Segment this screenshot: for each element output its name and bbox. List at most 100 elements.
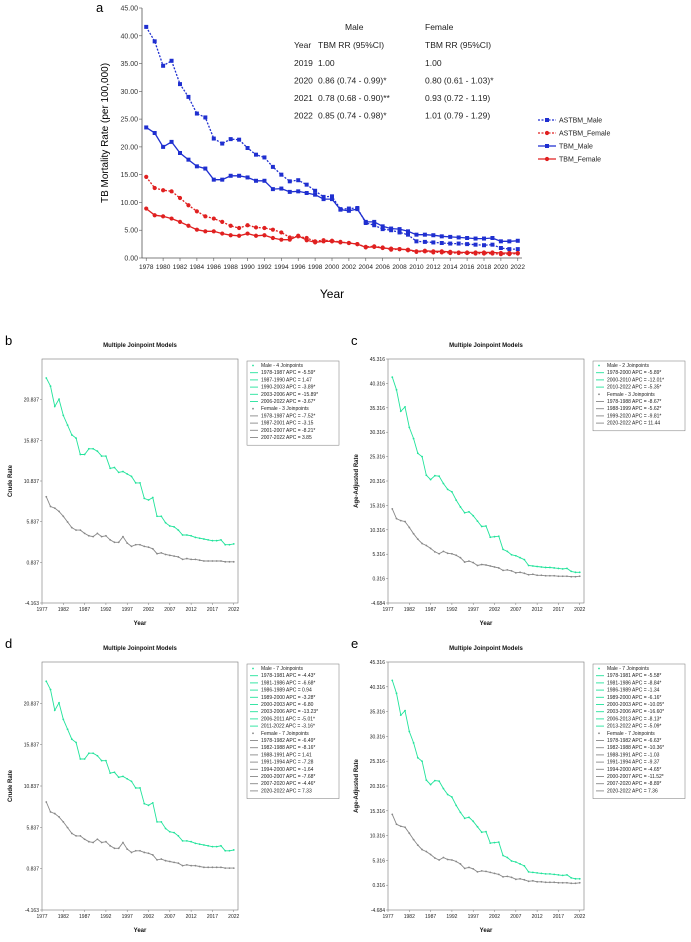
legend-entry-b: 2006-2022 APC = -3.67* [261,399,315,405]
point-Female-c [553,574,556,577]
plot-frame-c [387,358,585,604]
legend-entry-c: 1999-2020 APC = -9.81* [607,413,661,419]
legend-entry-b: 1990-2003 APC = -3.89* [261,385,315,391]
point-Female-c [408,526,411,529]
point-Female-c [578,575,581,578]
point-Female-d [53,812,56,815]
y-axis-title-a: TB Mortality Rate (per 100,000) [100,63,111,203]
point-Female-b [160,551,163,554]
point-Female-c [506,568,509,571]
y-tick-label-e: 10.316 [370,834,386,840]
point-Female-d [168,860,171,863]
x-axis-title-b: Year [134,621,147,625]
panel-label-c: c [351,333,358,348]
marker-TBM_Female [422,248,427,253]
marker-TBM_Female [389,246,394,251]
point-Female-c [549,574,551,577]
point-Male-c [425,474,428,477]
rr-header-female: Female [425,22,454,32]
marker-ASTBM_Male [439,241,444,245]
legend-entry-e: Male - 7 Joinpoints [607,666,649,672]
marker-TBM_Male [498,239,503,244]
point-Male-b [96,450,99,453]
legend-entry-d: 1994-2000 APC = -1.64 [261,767,314,773]
marker-TBM_Female [439,249,444,254]
point-Female-c [446,552,449,555]
point-Female-b [113,541,116,544]
point-Male-b [168,525,171,527]
rr-row-male: 0.78 (0.68 - 0.90)** [318,93,391,103]
point-Female-e [446,858,449,861]
point-Female-b [164,553,167,556]
point-Male-d [100,759,103,762]
point-Male-e [472,820,475,823]
marker-TBM_Female [262,233,267,238]
point-Female-b [49,505,52,508]
point-Male-d [173,831,175,834]
point-Male-d [151,801,154,804]
marker-TBM_Female [321,239,326,244]
point-Female-c [566,575,568,578]
point-Female-c [412,532,415,535]
point-Female-c [514,571,517,574]
point-Male-e [523,865,526,867]
point-Male-c [514,554,517,557]
point-Male-c [544,566,547,569]
point-Female-e [561,881,564,884]
x-tick-label-b: 1997 [122,607,133,613]
point-Male-d [109,772,112,774]
chart-title-e: Multiple Joinpoint Models [449,646,523,652]
point-Male-e [455,804,458,807]
series-line-TBM_Female [145,208,518,254]
marker-TBM_Female [253,233,259,238]
y-tick-label-e: 20.316 [370,784,386,790]
point-Male-b [122,470,124,473]
y-tick-label-d: 15.837 [24,743,40,749]
x-tick-label-b: 2022 [228,607,239,613]
x-tick-label-d: 2022 [228,914,239,920]
legend-entry-c: Male - 2 Joinpoints [607,363,649,369]
legend-entry-c: 2010-2022 APC = -5.35* [607,385,661,391]
point-Male-d [164,827,167,830]
marker-ASTBM_Male [406,232,410,237]
point-Male-c [472,514,475,517]
marker-ASTBM_Male [211,136,216,141]
legend-entry-b: Male - 4 Joinpoints [261,363,303,369]
point-Male-e [416,756,419,759]
point-Female-d [164,859,167,862]
marker-TBM_Female [144,206,149,211]
legend-entry-e: 1991-1994 APC = -9.37 [607,760,660,766]
point-Female-c [399,519,402,522]
point-Female-d [126,848,129,851]
point-Male-d [45,680,48,683]
chart-b: b Multiple Joinpoint Models -4.163 0.837 5.8… [5,333,340,625]
point-Female-d [203,866,205,869]
point-Male-e [561,874,564,877]
point-Male-e [497,841,500,844]
point-Male-e [480,831,483,834]
point-Female-c [421,542,423,545]
marker-TBM_Male [456,235,461,240]
x-tick-label-c: 1982 [404,607,415,613]
marker-TBM_Male [270,187,275,192]
legend-entry-d: 1982-1988 APC = -8.16* [261,745,315,751]
panel-a: a 0.00 5.00 10.00 15.00 20.00 25.00 30.00 35.00 4… [0,0,691,300]
point-Female-d [134,849,137,852]
legend-entry-d: 2003-2006 APC = -13.23* [261,709,318,715]
point-Male-c [433,474,436,477]
point-Female-e [391,813,394,816]
point-Male-e [570,876,573,879]
point-Male-d [177,835,180,837]
legend-entry-d: 2020-2022 APC = 7.33 [261,788,312,794]
marker-TBM_Male [515,238,520,243]
marker-ASTBM_Female [186,203,191,208]
marker-ASTBM_Female [203,214,208,219]
marker-ASTBM_Male [237,137,242,142]
point-Male-b [232,543,235,545]
point-Female-d [156,858,158,861]
point-Male-d [70,738,73,741]
x-tick-label-a: 2006 [375,264,390,271]
point-Female-e [425,850,428,853]
point-Male-d [130,780,133,783]
x-tick-label-c: 1997 [468,607,479,613]
